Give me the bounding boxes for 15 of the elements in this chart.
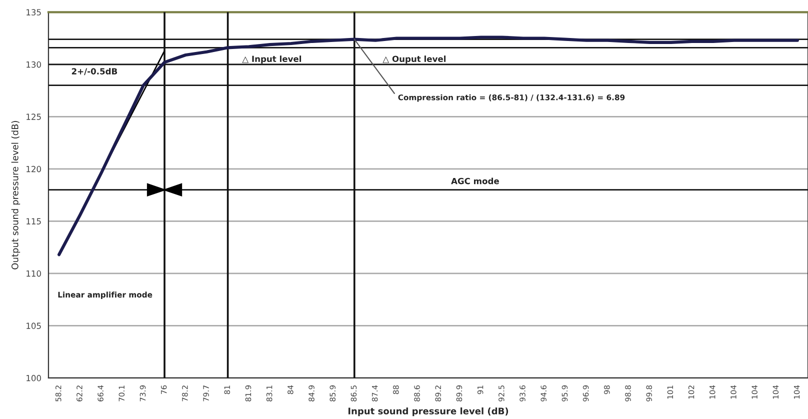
line-series (58, 36, 799, 256)
y-tick-label: 120 (26, 166, 41, 172)
y-tick-label: 115 (26, 218, 41, 224)
y-tick-label: 125 (26, 114, 41, 120)
y-tick-label: 105 (26, 322, 41, 329)
annotation: AGC mode (451, 178, 499, 184)
annotation: △ Input level (242, 56, 302, 64)
y-axis-title: Output sound pressure level (dB) (11, 120, 20, 270)
annotation: 2+/-0.5dB (72, 68, 118, 76)
annotation: △ Ouput level (382, 56, 446, 64)
y-tick-label: 135 (26, 9, 41, 16)
x-axis-title: Input sound pressure level (dB) (348, 407, 508, 416)
y-tick-label: 100 (26, 374, 41, 382)
y-tick-label: 130 (26, 61, 41, 68)
y-tick-label: 110 (26, 270, 41, 277)
